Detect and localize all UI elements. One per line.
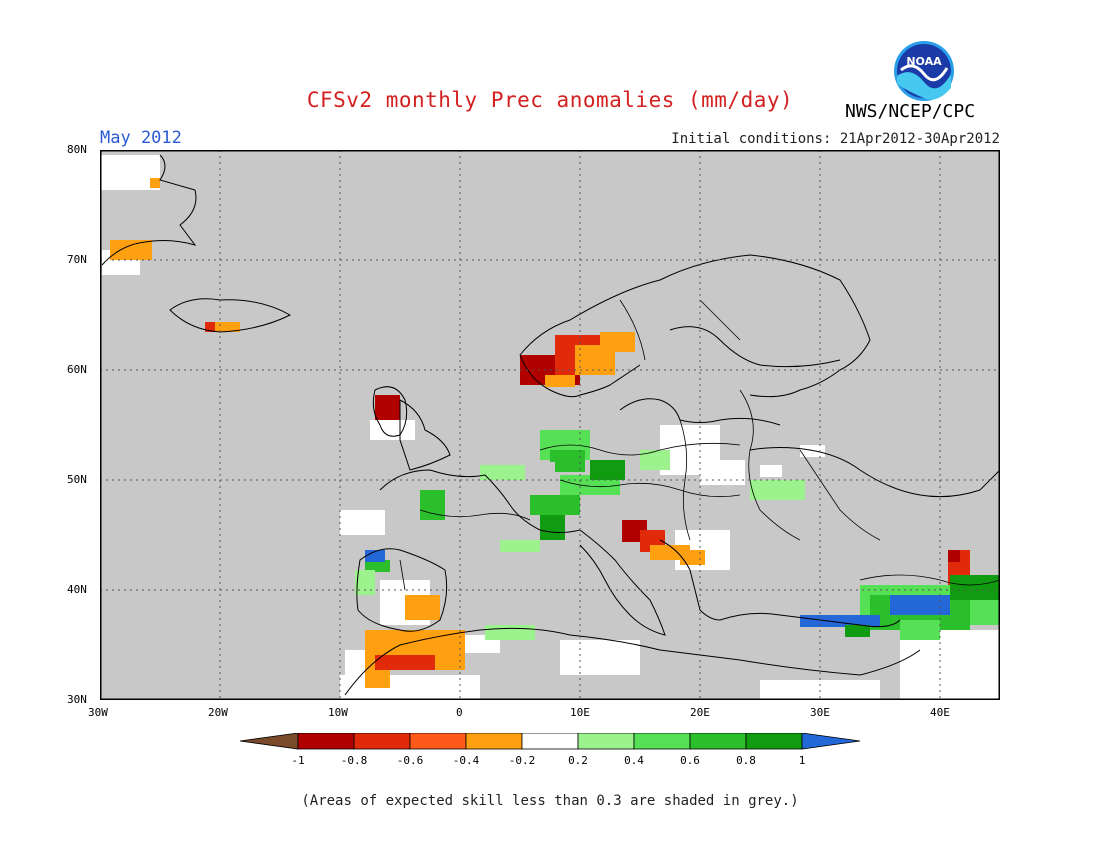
legend-swatch [633,733,691,750]
skill-mask [100,150,1000,700]
legend-label: 0.2 [568,754,588,767]
legend-label: -0.2 [509,754,536,767]
initial-conditions: Initial conditions: 21Apr2012-30Apr2012 [671,131,1000,147]
forecast-month: May 2012 [100,128,182,148]
legend-swatch-brown [240,733,299,750]
color-legend: -1 -0.8 -0.6 -0.4 -0.2 0.2 0.4 0.6 0.8 1 [240,733,861,767]
lon-label: 40E [930,706,950,719]
anomaly-map [100,150,1000,700]
legend-swatch [409,733,467,750]
lat-label: 40N [67,583,87,596]
borders [399,299,1000,591]
noaa-logo-icon: NOAA [893,40,955,102]
lon-label: 30E [810,706,830,719]
coastlines [101,154,1000,696]
lon-label: 20W [208,706,228,719]
legend-swatch [577,733,635,750]
legend-label: 0.8 [736,754,756,767]
legend-label: -0.8 [341,754,368,767]
legend-label: 0.6 [680,754,700,767]
legend-swatch-blue [801,733,861,750]
legend-swatch [353,733,411,750]
legend-swatch [297,733,355,750]
lon-label: 20E [690,706,710,719]
legend-label: -0.4 [453,754,480,767]
lon-label: 0 [456,706,463,719]
legend-swatch [465,733,523,750]
lat-label: 80N [67,143,87,156]
legend-swatch [745,733,803,750]
agency-label: NWS/NCEP/CPC [845,101,976,122]
map-title: CFSv2 monthly Prec anomalies (mm/day) [306,88,794,112]
lon-label: 30W [88,706,108,719]
lat-label: 60N [67,363,87,376]
graticule [100,150,1000,700]
legend-label: 1 [799,754,806,767]
lat-label: 30N [67,693,87,706]
legend-label: -0.6 [397,754,424,767]
noaa-logo-text: NOAA [906,55,942,68]
lon-label: 10W [328,706,348,719]
lat-label: 70N [67,253,87,266]
legend-swatch [521,733,579,750]
map-frame [100,150,1000,700]
legend-label: 0.4 [624,754,644,767]
anomaly-cells [110,178,1000,688]
lon-label: 10E [570,706,590,719]
legend-swatch [689,733,747,750]
lat-label: 50N [67,473,87,486]
legend-label: -1 [291,754,304,767]
skill-note: (Areas of expected skill less than 0.3 a… [301,793,799,809]
